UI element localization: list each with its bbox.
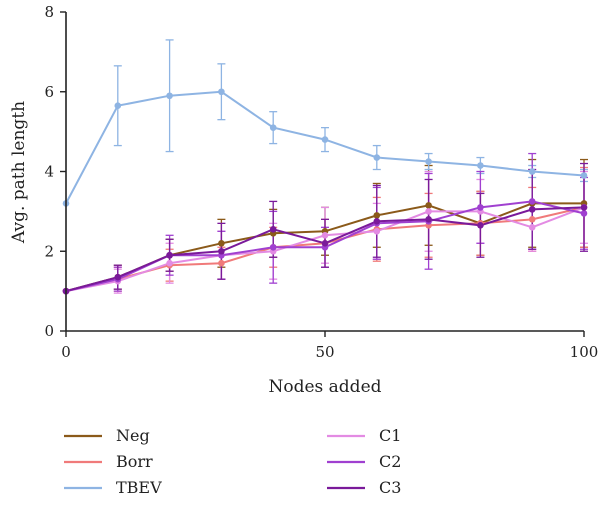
data-point	[321, 232, 329, 239]
series-points	[62, 88, 588, 295]
data-point	[373, 154, 381, 161]
data-point	[114, 102, 122, 110]
legend-label: C3	[379, 478, 401, 497]
data-point	[218, 259, 225, 267]
data-point	[373, 228, 381, 235]
legend-label: C1	[379, 426, 401, 445]
legend: Neg Borr TBEV C1 C2 C3	[64, 426, 401, 497]
y-tick-label: 2	[44, 242, 54, 260]
y-axis-label: Avg. path length	[9, 101, 29, 244]
x-axis-label: Nodes added	[268, 377, 381, 397]
data-point	[114, 273, 122, 281]
data-point	[528, 198, 536, 205]
data-point	[425, 208, 432, 215]
data-point	[528, 216, 536, 223]
data-point	[218, 239, 225, 247]
data-point	[321, 136, 329, 143]
data-point	[528, 206, 536, 213]
data-point	[269, 124, 277, 131]
y-tick-label: 4	[44, 163, 54, 181]
x-tick-label: 0	[61, 343, 71, 361]
legend-label: C2	[379, 452, 401, 471]
data-point	[166, 259, 173, 267]
x-tick-label: 50	[315, 343, 334, 361]
data-point	[528, 224, 536, 231]
y-tick-label: 0	[44, 322, 54, 340]
data-point	[425, 202, 432, 209]
axes: 0 2 4 6 8 0 50 100	[44, 3, 598, 361]
data-point	[528, 168, 536, 175]
y-tick-label: 6	[44, 83, 54, 101]
legend-label: Borr	[116, 452, 153, 471]
data-point	[477, 162, 484, 169]
data-point	[477, 222, 484, 229]
legend-label: TBEV	[116, 478, 162, 497]
data-point	[166, 92, 173, 100]
data-point	[373, 212, 381, 219]
data-point	[218, 88, 225, 96]
data-point	[218, 247, 225, 255]
data-point	[477, 204, 484, 211]
data-point	[373, 218, 381, 225]
data-point	[580, 172, 588, 179]
data-point	[269, 243, 277, 251]
data-point	[425, 158, 432, 165]
x-tick-label: 100	[570, 343, 599, 361]
data-point	[166, 251, 173, 259]
data-point	[580, 204, 588, 211]
y-tick-label: 8	[44, 3, 54, 21]
data-point	[321, 239, 329, 247]
data-point	[580, 210, 588, 217]
data-point	[269, 226, 277, 233]
data-point	[425, 216, 432, 223]
legend-label: Neg	[116, 426, 150, 445]
